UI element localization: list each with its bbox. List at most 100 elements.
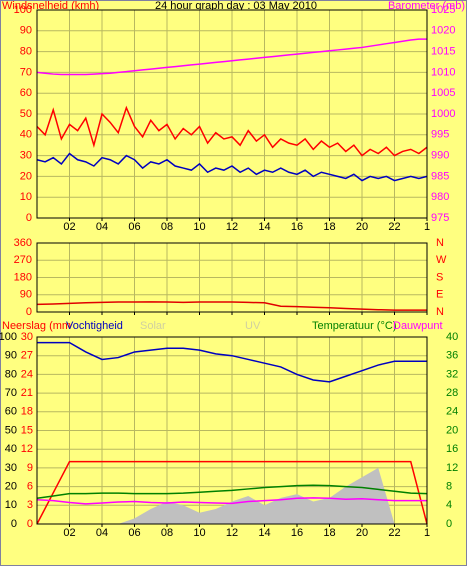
y-tick-label: 36: [446, 350, 458, 362]
y-tick-label: 60: [20, 87, 32, 99]
x-tick-label: 02: [63, 221, 75, 233]
dewpoint-label: Dauwpunt: [393, 320, 443, 332]
x-tick-label: 08: [161, 221, 173, 233]
x-tick-label: 10: [193, 221, 205, 233]
uv-label: UV: [245, 320, 261, 332]
humidity-label: Vochtigheid: [66, 320, 123, 332]
x-tick-label: 06: [128, 221, 140, 233]
chart-title: 24 hour graph day : 03 May 2010: [155, 0, 317, 12]
y-tick-label: 16: [446, 443, 458, 455]
y-tick-label: 360: [14, 237, 32, 249]
y-tick-label: N: [436, 237, 444, 249]
y-tick-label: 30: [5, 462, 17, 474]
y2-label: Barometer (mb): [388, 0, 465, 12]
x-tick-label: 02: [63, 527, 75, 539]
y-tick-label: 0: [27, 518, 33, 530]
y-tick-label: 10: [5, 499, 17, 511]
y-tick-label: 28: [446, 387, 458, 399]
series-line: [36, 105, 428, 157]
series-line: [36, 484, 428, 500]
y-tick-label: 30: [20, 150, 32, 162]
y-label: Windsnelheid (kmh): [2, 0, 99, 12]
y-tick-label: S: [436, 271, 443, 283]
y-tick-label: 80: [20, 46, 32, 58]
y-tick-label: 70: [20, 66, 32, 78]
solar-area: [37, 467, 427, 524]
y-tick-label: 20: [20, 170, 32, 182]
y-tick-label: 3: [27, 499, 33, 511]
y-tick-label: 980: [431, 191, 449, 203]
y-tick-label: 20: [5, 481, 17, 493]
y-tick-label: 985: [431, 170, 449, 182]
y-tick-label: 995: [431, 129, 449, 141]
x-tick-label: 18: [323, 221, 335, 233]
series-line: [37, 341, 427, 383]
series-line: [36, 152, 428, 182]
y-tick-label: 0: [446, 518, 452, 530]
x-tick-label: 16: [291, 527, 303, 539]
y-tick-label: 40: [5, 443, 17, 455]
x-tick-label: 1: [424, 527, 430, 539]
x-tick-label: 12: [226, 527, 238, 539]
y-tick-label: 9: [27, 462, 33, 474]
x-tick-label: 04: [96, 221, 108, 233]
y-tick-label: 8: [446, 481, 452, 493]
y-tick-label: 60: [5, 406, 17, 418]
x-tick-label: 16: [291, 221, 303, 233]
y-tick-label: 1025: [431, 4, 455, 16]
y-tick-label: 70: [5, 387, 17, 399]
x-tick-label: 22: [388, 221, 400, 233]
y-tick-label: 32: [446, 368, 458, 380]
y-tick-label: W: [436, 254, 447, 266]
y-tick-label: 4: [446, 499, 452, 511]
y-tick-label: 975: [431, 212, 449, 224]
y-tick-label: E: [436, 289, 443, 301]
y-tick-label: 12: [446, 462, 458, 474]
y-tick-label: 180: [14, 271, 32, 283]
rain-label: Neerslag (mm: [2, 320, 71, 332]
temperature-label: Temperatuur (°C): [312, 320, 396, 332]
x-tick-label: 06: [128, 527, 140, 539]
y-tick-label: 1015: [431, 46, 455, 58]
plot-border: [36, 242, 428, 313]
y-tick-label: 80: [5, 368, 17, 380]
y-tick-label: 50: [5, 424, 17, 436]
plot-border: [36, 9, 428, 219]
y-tick-label: 21: [21, 387, 33, 399]
x-tick-label: 20: [356, 221, 368, 233]
y-tick-label: 1005: [431, 87, 455, 99]
y-tick-label: N: [436, 306, 444, 318]
y-tick-label: 10: [20, 191, 32, 203]
series-line: [36, 497, 427, 505]
y-tick-label: 24: [21, 368, 33, 380]
solar-label: Solar: [140, 320, 166, 332]
y-tick-label: 15: [21, 424, 33, 436]
x-tick-label: 18: [323, 527, 335, 539]
y-tick-label: 12: [21, 443, 33, 455]
y-tick-label: 18: [21, 406, 33, 418]
plot-border: [36, 336, 428, 525]
y-tick-label: 50: [20, 108, 32, 120]
y-tick-label: 40: [20, 129, 32, 141]
x-tick-label: 20: [356, 527, 368, 539]
y-tick-label: 6: [27, 481, 33, 493]
x-tick-label: 22: [388, 527, 400, 539]
x-tick-label: 12: [226, 221, 238, 233]
series-line: [36, 301, 427, 311]
y-tick-label: 27: [21, 350, 33, 362]
x-tick-label: 1: [424, 221, 430, 233]
x-tick-label: 14: [258, 527, 270, 539]
series-line: [36, 460, 428, 525]
y-tick-label: 20: [446, 424, 458, 436]
x-tick-label: 14: [258, 221, 270, 233]
y-tick-label: 270: [14, 254, 32, 266]
y-tick-label: 24: [446, 406, 458, 418]
y-tick-label: 0: [26, 212, 32, 224]
y-tick-label: 90: [20, 25, 32, 37]
y-tick-label: 0: [26, 306, 32, 318]
y-tick-label: 1010: [431, 66, 455, 78]
x-tick-label: 10: [193, 527, 205, 539]
y-tick-label: 90: [20, 289, 32, 301]
y-tick-label: 0: [11, 518, 17, 530]
